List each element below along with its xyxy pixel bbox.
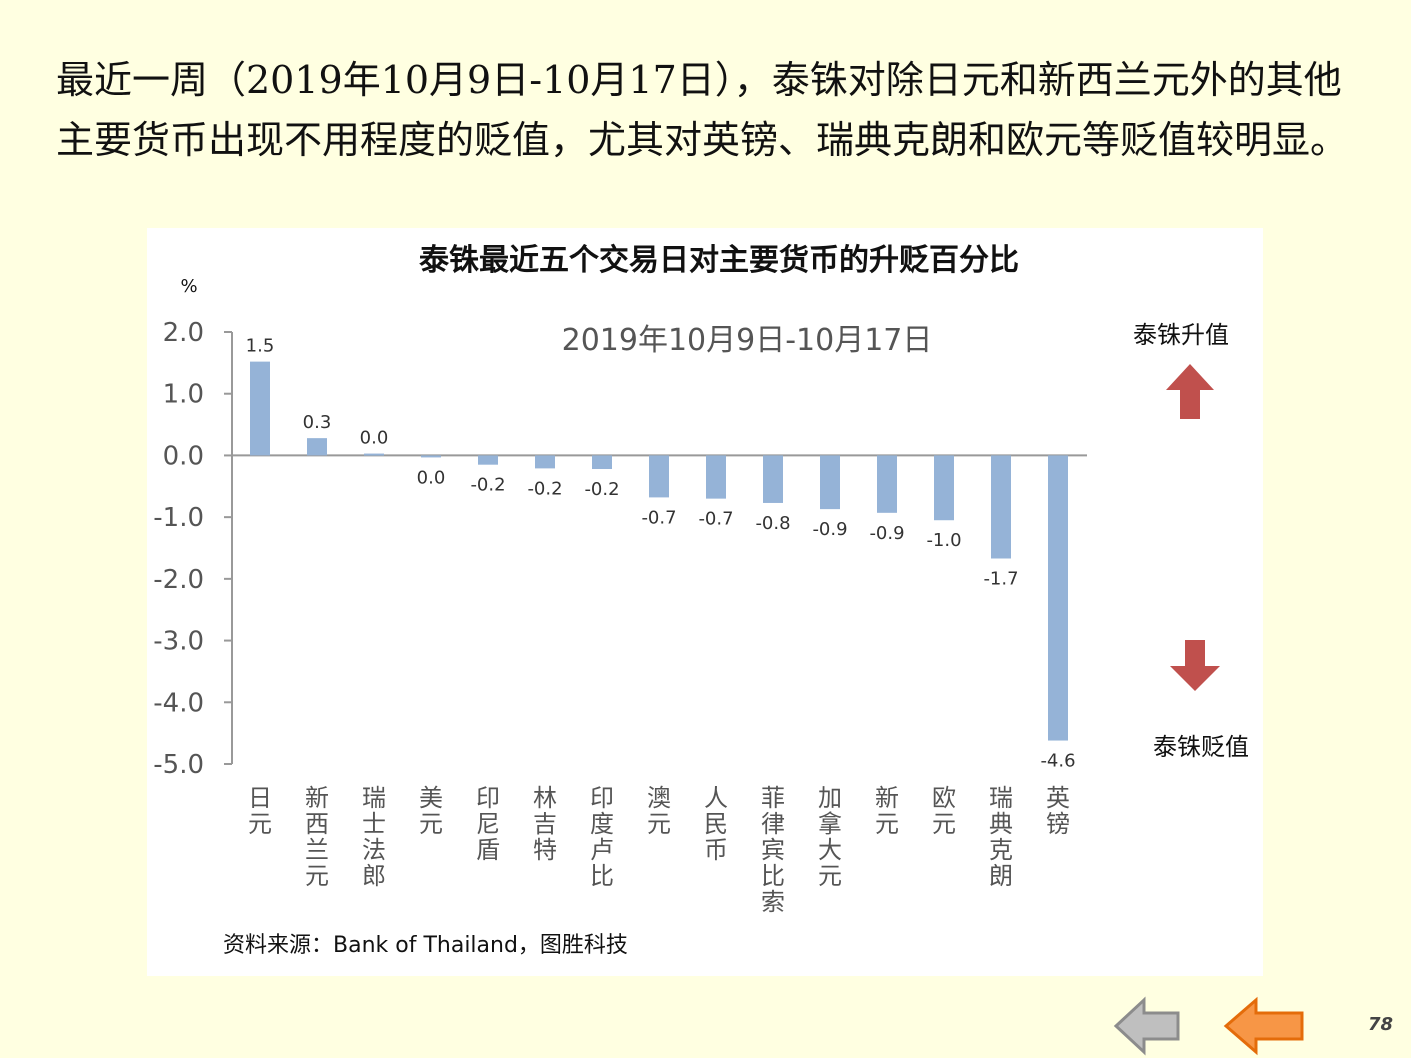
category-label: 瑞士法郎 [362, 784, 386, 890]
legend-down-label: 泰铢贬值 [1153, 733, 1249, 761]
category-label: 菲律宾比索 [761, 784, 785, 916]
y-tick-label: -4.0 [153, 688, 204, 718]
category-label: 印尼盾 [476, 784, 500, 864]
data-label: 1.5 [246, 336, 275, 357]
category-label: 欧元 [932, 784, 956, 838]
data-label: -1.0 [926, 530, 961, 551]
bar [649, 455, 669, 498]
bar [592, 455, 612, 470]
left-arrow-orange-icon [1223, 996, 1304, 1056]
category-label: 林吉特 [533, 784, 557, 864]
legend-up-label: 泰铢升值 [1133, 321, 1229, 349]
category-label: 英镑 [1046, 784, 1070, 838]
data-label: -0.7 [698, 509, 733, 530]
y-tick-label: 1.0 [163, 380, 204, 410]
bar [364, 453, 384, 456]
chart-subtitle: 2019年10月9日-10月17日 [562, 323, 933, 358]
bar [478, 455, 498, 465]
chart-panel: 泰铢最近五个交易日对主要货币的升贬百分比 2019年10月9日-10月17日 %… [147, 228, 1263, 976]
y-tick-label: 0.0 [163, 441, 204, 471]
back-button[interactable] [1112, 996, 1184, 1056]
intro-paragraph: 最近一周（2019年10月9日-10月17日），泰铢对除日元和新西兰元外的其他主… [56, 58, 1349, 162]
data-label: -0.2 [527, 478, 562, 499]
bar [763, 455, 783, 503]
data-label: -0.9 [812, 519, 847, 540]
page-number: 78 [1367, 1014, 1393, 1035]
data-label: -4.6 [1040, 751, 1075, 772]
down-arrow-icon [1170, 640, 1220, 691]
category-label: 澳元 [647, 784, 671, 838]
y-tick-label: -3.0 [153, 627, 204, 657]
chart-title: 泰铢最近五个交易日对主要货币的升贬百分比 [419, 243, 1019, 278]
bar [250, 361, 270, 456]
bar [307, 438, 327, 456]
y-tick-label: -2.0 [153, 565, 204, 595]
data-label: -0.2 [584, 479, 619, 500]
data-label: -0.8 [755, 513, 790, 534]
y-tick-label: -1.0 [153, 503, 204, 533]
data-label: -1.7 [983, 568, 1018, 589]
data-label: 0.3 [303, 412, 332, 433]
up-arrow-icon [1166, 364, 1214, 419]
bar [991, 455, 1011, 559]
data-label: 0.0 [360, 428, 389, 449]
category-label: 瑞典克朗 [989, 784, 1013, 890]
data-label: 0.0 [417, 467, 446, 488]
category-label: 加拿大元 [818, 784, 842, 890]
y-tick-label: 2.0 [163, 318, 204, 348]
data-label: -0.2 [470, 475, 505, 496]
data-label: -0.9 [869, 523, 904, 544]
category-labels: 日元 新西兰元 瑞士法郎 美元 印尼盾 林吉特 印度卢比 澳元 人民币 菲律宾比索 加拿大元 新元欧元… [248, 784, 1070, 916]
bar [1048, 455, 1068, 741]
axes: 2.0 1.0 0.0 -1.0 -2.0 -3.0 -4.0 -5.0 [153, 318, 1087, 780]
bar [706, 455, 726, 499]
category-label: 美元 [419, 784, 443, 838]
source-note: 资料来源：Bank of Thailand，图胜科技 [223, 933, 628, 958]
bar [934, 455, 954, 521]
data-label: -0.7 [641, 507, 676, 528]
data-labels: 1.5 0.3 0.0 0.0 -0.2 -0.2 -0.2 -0.7 -0.7 -0.8 -0.9… [246, 336, 1076, 772]
y-tick-label: -5.0 [153, 750, 204, 780]
category-label: 人民币 [704, 784, 728, 864]
y-axis-label: % [180, 276, 197, 297]
category-label: 新西兰元 [305, 784, 329, 890]
bar-chart: 泰铢最近五个交易日对主要货币的升贬百分比 2019年10月9日-10月17日 %… [153, 243, 1249, 958]
bar [421, 455, 441, 458]
left-arrow-grey-icon [1113, 996, 1180, 1056]
bar [535, 455, 555, 469]
bar [877, 455, 897, 513]
previous-button[interactable] [1222, 996, 1308, 1056]
bar [820, 455, 840, 510]
category-label: 新元 [875, 784, 899, 838]
category-label: 日元 [248, 784, 272, 838]
bars [250, 361, 1068, 741]
category-label: 印度卢比 [590, 784, 614, 890]
